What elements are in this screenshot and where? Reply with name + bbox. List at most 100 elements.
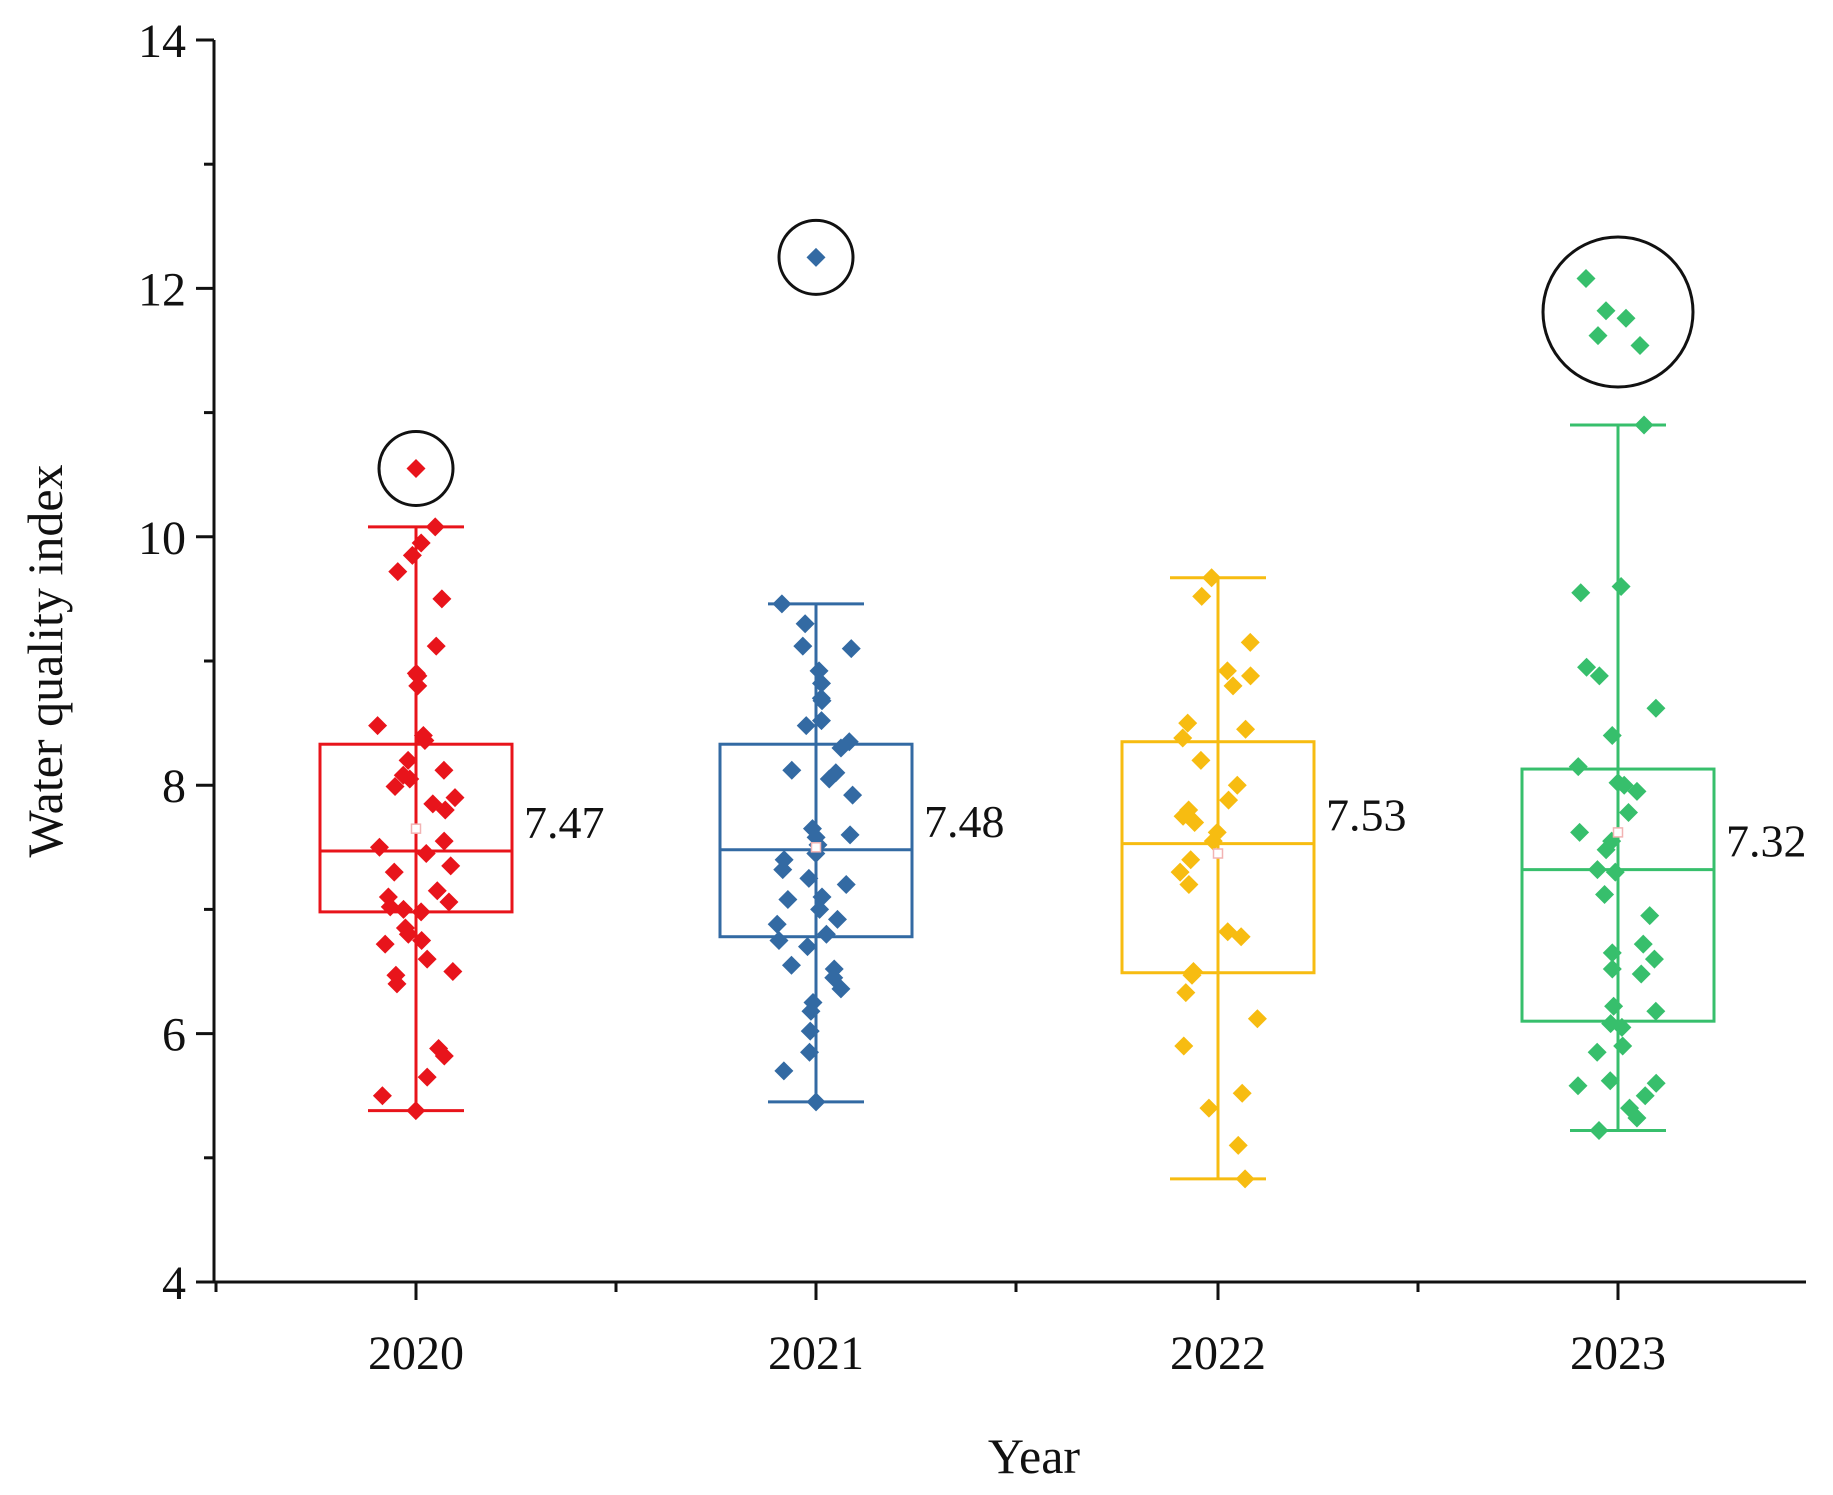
data-point	[1223, 676, 1243, 696]
x-tick-label: 2023	[1570, 1327, 1666, 1380]
x-tick-label: 2022	[1170, 1327, 1266, 1380]
median-value-label: 7.53	[1326, 790, 1407, 841]
data-point	[1570, 822, 1590, 842]
data-point	[1602, 959, 1622, 979]
data-point	[800, 1042, 820, 1062]
data-point	[398, 750, 418, 770]
data-point	[1236, 719, 1256, 739]
data-point	[841, 639, 861, 659]
data-point	[769, 930, 789, 950]
data-point	[415, 730, 435, 750]
data-point	[1613, 1036, 1633, 1056]
data-point	[1219, 790, 1239, 810]
data-point	[793, 636, 813, 656]
data-point	[840, 825, 860, 845]
median-value-label: 7.47	[524, 797, 605, 848]
data-point	[1631, 964, 1651, 984]
y-tick-label: 6	[162, 1009, 186, 1062]
box-group-2020: 7.47	[318, 429, 605, 1121]
data-point	[1595, 884, 1615, 904]
outlier-point	[806, 247, 826, 267]
data-point	[1627, 781, 1647, 801]
data-point	[1173, 728, 1193, 748]
x-tick-label: 2020	[368, 1327, 464, 1380]
data-point	[372, 1086, 392, 1106]
data-point	[1170, 862, 1190, 882]
data-point	[1587, 860, 1607, 880]
data-point	[819, 769, 839, 789]
data-point	[816, 924, 836, 944]
data-point	[393, 899, 413, 919]
data-point	[434, 831, 454, 851]
data-point	[1600, 1071, 1620, 1091]
data-point	[1232, 1083, 1252, 1103]
median-value-label: 7.32	[1726, 816, 1807, 867]
data-point	[799, 868, 819, 888]
data-point	[398, 924, 418, 944]
y-tick-label: 4	[162, 1257, 186, 1310]
data-point	[843, 785, 863, 805]
mean-marker	[410, 823, 422, 834]
data-point	[416, 844, 436, 864]
data-point	[1640, 906, 1660, 926]
outlier-point	[1630, 336, 1650, 356]
data-point	[425, 517, 445, 537]
y-tick-label: 10	[138, 512, 186, 565]
data-point	[385, 776, 405, 796]
data-point	[1602, 726, 1622, 746]
outlier-point	[1596, 301, 1616, 321]
data-point	[435, 800, 455, 820]
data-point	[1589, 666, 1609, 686]
data-point	[767, 914, 787, 934]
data-point	[1240, 632, 1260, 652]
data-point	[1191, 750, 1211, 770]
data-point	[1633, 934, 1653, 954]
data-point	[380, 897, 400, 917]
data-point	[412, 930, 432, 950]
data-point	[774, 1061, 794, 1081]
data-point	[778, 889, 798, 909]
data-point	[1635, 1086, 1655, 1106]
data-point	[406, 1101, 426, 1121]
data-point	[1231, 927, 1251, 947]
data-point	[411, 533, 431, 553]
data-point	[1611, 576, 1631, 596]
data-point	[400, 769, 420, 789]
iqr-box	[718, 742, 914, 939]
data-point	[772, 594, 792, 614]
iqr-box	[1120, 740, 1316, 975]
data-point	[408, 666, 428, 686]
data-point	[1605, 862, 1625, 882]
data-point	[1182, 965, 1202, 985]
data-point	[809, 661, 829, 681]
plot-area: 7.47 7.48 7.53 7.32	[318, 218, 1807, 1189]
data-point	[812, 691, 832, 711]
data-point	[1178, 713, 1198, 733]
data-point	[439, 892, 459, 912]
data-point	[402, 545, 422, 565]
data-point	[797, 937, 817, 957]
data-point	[781, 955, 801, 975]
data-point	[432, 589, 452, 609]
box-group-2021: 7.48	[718, 218, 1005, 1112]
data-point	[411, 902, 431, 922]
data-point	[434, 1046, 454, 1066]
median-value-label: 7.48	[924, 796, 1005, 847]
data-point	[1568, 1076, 1588, 1096]
mean-marker	[1612, 827, 1624, 838]
data-point	[388, 562, 408, 582]
data-point	[1596, 840, 1616, 860]
axes: 4 6 8 10 12 14 2020 2021 2022 2023	[138, 15, 1806, 1380]
data-point	[1199, 1098, 1219, 1118]
y-tick-label: 8	[162, 760, 186, 813]
data-point	[369, 837, 389, 857]
mean-marker	[1212, 848, 1224, 859]
data-point	[1646, 1001, 1666, 1021]
data-point	[1627, 1108, 1647, 1128]
data-point	[796, 716, 816, 736]
outlier-point	[1576, 268, 1596, 288]
data-point	[801, 1001, 821, 1021]
data-point	[1241, 666, 1261, 686]
data-point	[417, 1067, 437, 1087]
data-point	[806, 1092, 826, 1112]
